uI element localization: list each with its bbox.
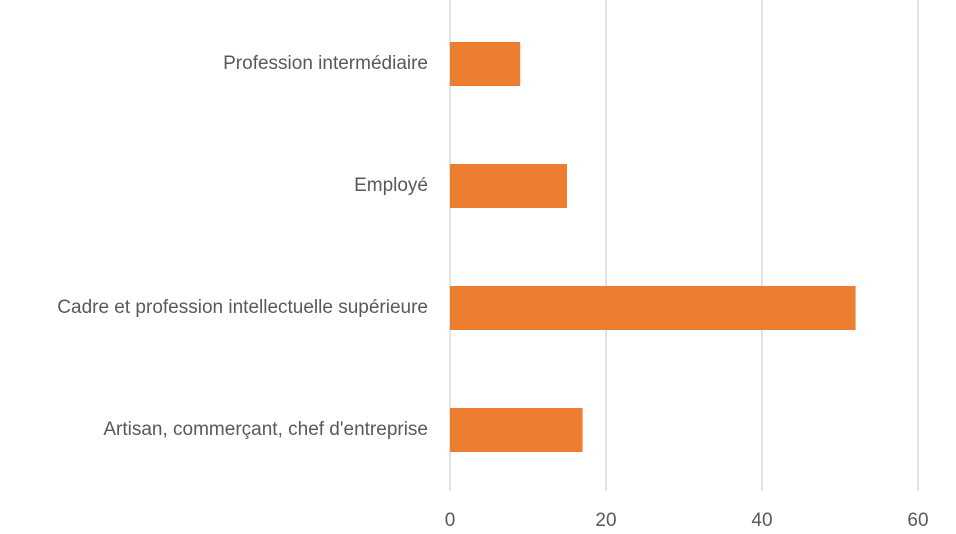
x-tick-label: 40 bbox=[751, 510, 772, 531]
bar bbox=[450, 42, 521, 86]
y-tick-label: Artisan, commerçant, chef d'entreprise bbox=[103, 419, 428, 440]
y-tick-label: Employé bbox=[354, 175, 428, 196]
x-tick-label: 60 bbox=[907, 510, 928, 531]
bar bbox=[450, 164, 567, 208]
y-tick-label: Profession intermédiaire bbox=[223, 53, 428, 74]
bar bbox=[450, 408, 583, 452]
bar bbox=[450, 286, 856, 330]
x-tick-label: 0 bbox=[445, 510, 456, 531]
y-tick-label: Cadre et profession intellectuelle supér… bbox=[57, 297, 428, 318]
x-tick-label: 20 bbox=[595, 510, 616, 531]
